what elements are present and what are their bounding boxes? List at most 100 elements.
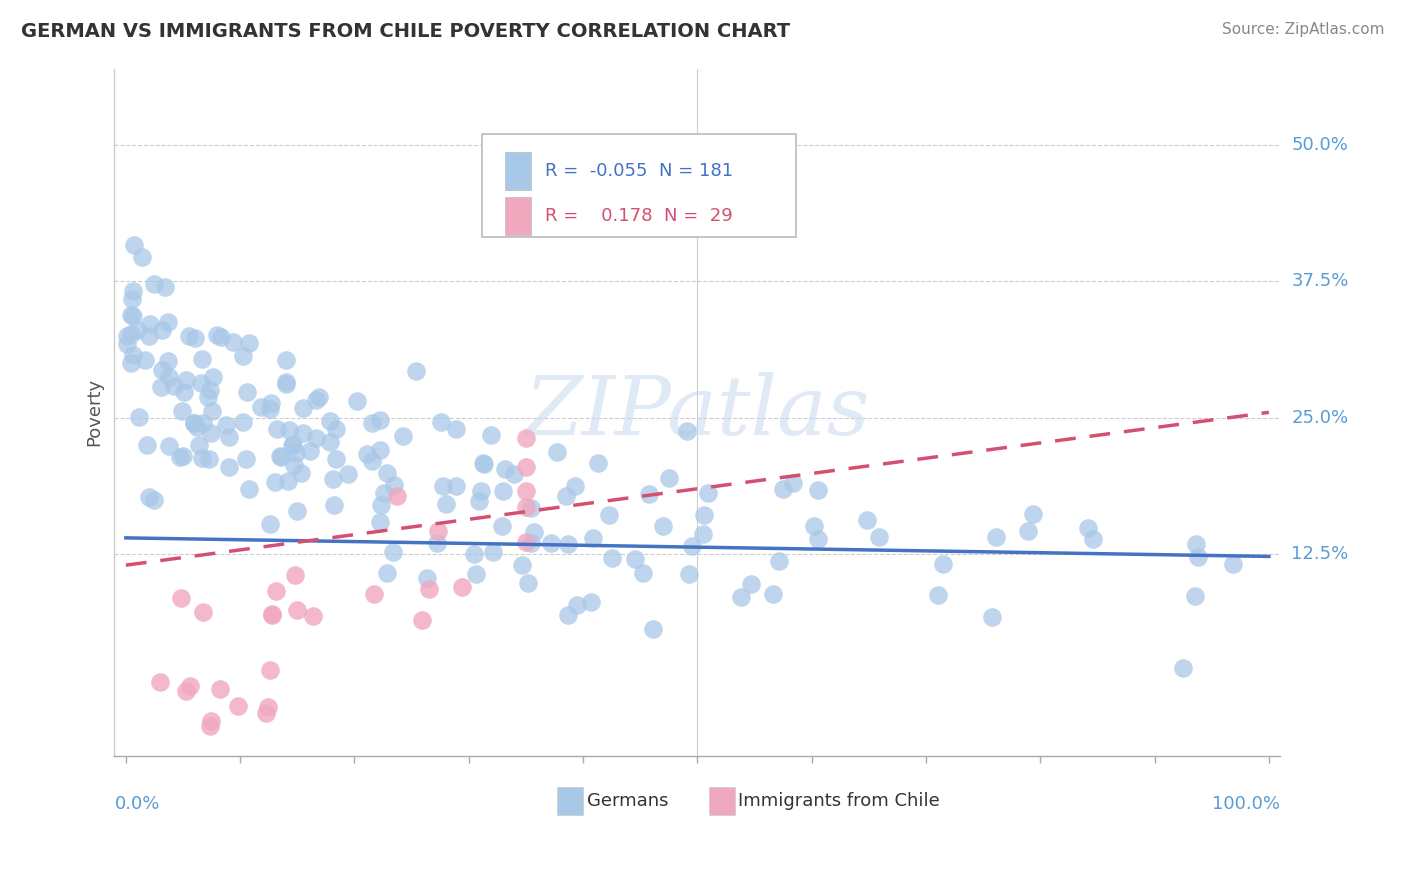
Text: 0.0%: 0.0% bbox=[114, 795, 160, 814]
Point bbox=[121, 309, 143, 323]
Point bbox=[730, 591, 752, 605]
Point bbox=[125, 323, 148, 337]
Point bbox=[120, 308, 142, 322]
Point bbox=[427, 524, 450, 538]
Point bbox=[302, 609, 325, 624]
Point bbox=[259, 401, 281, 416]
Point bbox=[631, 566, 654, 580]
Point bbox=[226, 699, 249, 714]
Point bbox=[266, 422, 288, 436]
Point bbox=[150, 363, 173, 377]
Point bbox=[201, 369, 224, 384]
Point bbox=[325, 452, 347, 467]
Point bbox=[641, 622, 664, 636]
Point bbox=[515, 459, 537, 474]
Point bbox=[197, 452, 219, 467]
Point bbox=[292, 401, 315, 415]
Point bbox=[337, 467, 360, 481]
Point bbox=[270, 450, 292, 465]
Point bbox=[740, 577, 762, 591]
Point bbox=[373, 486, 395, 500]
Point bbox=[360, 453, 382, 467]
Point bbox=[134, 352, 156, 367]
Point bbox=[201, 404, 224, 418]
Point bbox=[138, 329, 160, 343]
Point bbox=[259, 516, 281, 531]
Point bbox=[138, 490, 160, 504]
Point bbox=[174, 373, 197, 387]
Point bbox=[259, 663, 281, 677]
Point bbox=[305, 392, 328, 407]
Point bbox=[209, 329, 232, 343]
Text: 37.5%: 37.5% bbox=[1292, 272, 1348, 291]
Point bbox=[238, 482, 260, 496]
Text: Germans: Germans bbox=[586, 792, 668, 810]
Point bbox=[1184, 589, 1206, 603]
Text: R =  -0.055  N = 181: R = -0.055 N = 181 bbox=[544, 162, 733, 180]
Point bbox=[156, 315, 179, 329]
Point bbox=[515, 500, 537, 515]
Point bbox=[187, 438, 209, 452]
Point bbox=[172, 404, 194, 418]
Point bbox=[557, 607, 579, 622]
Point bbox=[494, 462, 516, 476]
Text: Source: ZipAtlas.com: Source: ZipAtlas.com bbox=[1222, 22, 1385, 37]
Point bbox=[236, 385, 259, 400]
Point bbox=[432, 478, 454, 492]
Point bbox=[277, 474, 299, 488]
Point bbox=[191, 352, 214, 367]
Point bbox=[319, 414, 342, 428]
Point bbox=[803, 519, 825, 533]
Point bbox=[807, 483, 830, 497]
Point bbox=[285, 504, 308, 518]
Point bbox=[308, 390, 330, 404]
Point bbox=[855, 513, 877, 527]
Point bbox=[232, 415, 254, 429]
Point bbox=[254, 706, 277, 720]
Point bbox=[163, 379, 186, 393]
Point bbox=[198, 383, 221, 397]
Point bbox=[557, 537, 579, 551]
Point bbox=[693, 508, 716, 522]
Point bbox=[980, 609, 1002, 624]
Point bbox=[375, 466, 398, 480]
Point bbox=[411, 613, 433, 627]
Point bbox=[482, 545, 505, 559]
Point bbox=[471, 456, 494, 470]
Point bbox=[150, 323, 173, 337]
Point bbox=[479, 428, 502, 442]
Point bbox=[772, 482, 794, 496]
FancyBboxPatch shape bbox=[482, 134, 796, 237]
Point bbox=[468, 494, 491, 508]
Point bbox=[516, 576, 538, 591]
Bar bbox=[505, 197, 530, 235]
Point bbox=[322, 473, 344, 487]
Point bbox=[143, 277, 166, 291]
Point bbox=[932, 558, 955, 572]
Point bbox=[149, 380, 172, 394]
Point bbox=[131, 250, 153, 264]
Point bbox=[346, 393, 368, 408]
Point bbox=[385, 489, 408, 503]
Point bbox=[122, 284, 145, 298]
Point bbox=[157, 354, 180, 368]
Point bbox=[183, 416, 205, 430]
Point bbox=[368, 442, 391, 457]
Point bbox=[1222, 558, 1244, 572]
Bar bbox=[709, 787, 735, 814]
Bar bbox=[557, 787, 583, 814]
Point bbox=[209, 681, 232, 696]
Point bbox=[191, 605, 214, 619]
Point bbox=[281, 439, 304, 453]
Point bbox=[159, 370, 181, 384]
Point bbox=[1017, 524, 1039, 538]
Point bbox=[179, 679, 201, 693]
Point bbox=[318, 435, 340, 450]
Text: ZIPatlas: ZIPatlas bbox=[524, 372, 870, 452]
Y-axis label: Poverty: Poverty bbox=[86, 378, 103, 446]
Point bbox=[1187, 549, 1209, 564]
Point bbox=[782, 475, 804, 490]
Point bbox=[377, 566, 399, 580]
Point bbox=[305, 431, 328, 445]
Bar bbox=[505, 152, 530, 190]
